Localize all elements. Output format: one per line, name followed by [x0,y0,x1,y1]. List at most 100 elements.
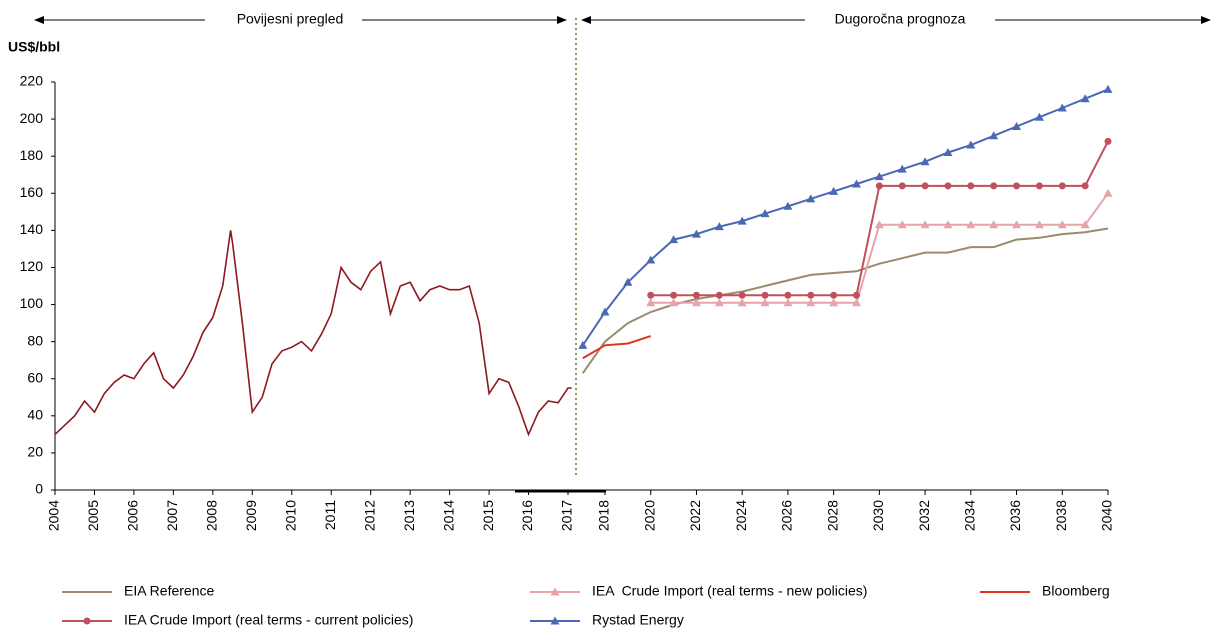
data-point [967,182,975,190]
legend-marker [83,617,91,625]
data-point [760,298,770,307]
series-line [581,88,1109,346]
y-tick-label: 120 [20,258,44,274]
y-tick-label: 20 [27,444,43,460]
data-point [714,222,724,231]
data-point [990,182,998,190]
x-tick-label: 2024 [733,500,749,531]
data-point [670,291,678,299]
x-tick-label: 2030 [870,500,886,531]
y-tick-label: 200 [20,110,44,126]
data-point [897,220,907,229]
x-tick-label: 2018 [596,500,612,531]
data-point [897,164,907,173]
data-point [1013,182,1021,190]
period-label: Dugoročna prognoza [835,11,966,27]
data-point [1081,182,1089,190]
data-point [921,182,929,190]
x-tick-label: 2022 [687,500,703,531]
legend-label: Bloomberg [1042,583,1110,599]
period-label: Povijesni pregled [237,11,344,27]
data-point [691,298,701,307]
x-tick-label: 2009 [243,500,259,531]
data-point [647,291,655,299]
x-tick-label: 2017 [559,500,575,531]
x-tick-label: 2032 [916,500,932,531]
data-point [692,291,700,299]
data-point [989,131,999,140]
y-tick-label: 100 [20,295,44,311]
data-point [830,291,838,299]
data-point [600,307,610,316]
x-tick-label: 2038 [1053,500,1069,531]
legend-label: EIA Reference [124,583,214,599]
data-point [1058,182,1066,190]
legend-marker [550,587,560,596]
y-axis-label: US$/bbl [8,39,60,55]
data-point [852,298,861,307]
x-tick-label: 2016 [519,500,535,531]
data-point [966,140,976,149]
y-tick-label: 140 [20,221,44,237]
data-point [1034,112,1044,121]
data-point [646,298,656,307]
data-point [853,291,860,299]
data-point [691,229,701,238]
data-point [761,291,769,299]
legend-marker [550,616,560,625]
y-tick-label: 40 [27,407,43,423]
data-point [1034,220,1044,229]
data-point [806,194,816,203]
series-line [650,192,1109,304]
y-tick-label: 180 [20,147,44,163]
data-point [1057,220,1067,229]
data-point [943,220,953,229]
data-point [646,255,656,264]
x-tick-label: 2007 [164,500,180,531]
data-point [783,298,793,307]
data-point [943,147,953,156]
data-point [737,298,747,307]
data-point [1057,103,1067,112]
x-tick-label: 2006 [125,500,141,531]
data-point [760,209,770,218]
data-point [898,182,906,190]
x-tick-label: 2008 [204,500,220,531]
data-point [806,298,816,307]
x-tick-label: 2026 [779,500,795,531]
data-point [1012,122,1022,131]
data-point [738,291,746,299]
data-point [714,298,724,307]
y-tick-label: 0 [35,481,43,497]
series-line [582,335,652,360]
data-point [715,291,723,299]
data-point [1080,94,1090,103]
legend-label: IEA Crude Import (real terms - current p… [124,612,413,628]
data-point [623,277,633,286]
series-line [650,140,1109,297]
x-tick-label: 2012 [361,500,377,531]
data-point [807,291,815,299]
data-point [989,220,999,229]
data-point [1103,84,1113,93]
x-tick-label: 2014 [440,500,456,531]
y-tick-label: 160 [20,184,44,200]
data-point [875,182,883,190]
data-point [1080,220,1090,229]
legend-label: IEA Crude Import (real terms - new polic… [592,583,867,599]
x-tick-label: 2040 [1099,500,1115,531]
x-tick-label: 2013 [401,500,417,531]
data-point [1035,182,1043,190]
data-point [578,340,588,349]
y-tick-label: 80 [27,332,43,348]
x-tick-label: 2020 [641,500,657,531]
data-point [737,216,747,225]
y-tick-label: 60 [27,369,43,385]
data-point [669,298,679,307]
data-point [920,157,930,166]
data-point [874,172,884,181]
data-point [1104,137,1112,145]
data-point [829,186,839,195]
data-point [669,235,679,244]
